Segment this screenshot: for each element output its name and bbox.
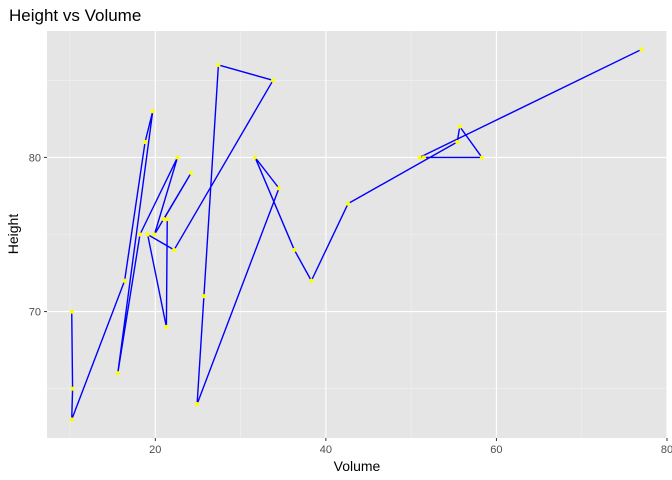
data-point	[175, 155, 180, 160]
data-point	[137, 232, 143, 237]
y-axis-ticks: 70 80	[29, 152, 47, 319]
data-point	[150, 109, 155, 114]
data-point	[164, 324, 169, 330]
data-point	[417, 155, 422, 160]
data-point	[165, 216, 170, 222]
major-gridlines	[47, 31, 668, 438]
data-point	[252, 155, 258, 160]
x-axis-ticks: 20 40 60 80	[149, 438, 672, 456]
data-point	[69, 309, 74, 314]
chart-title: Height vs Volume	[9, 6, 141, 25]
data-point	[161, 216, 166, 222]
y-tick-label: 70	[29, 307, 41, 319]
data-point	[145, 232, 150, 237]
data-point	[479, 155, 485, 160]
data-point	[70, 386, 75, 391]
y-tick-label: 80	[29, 152, 41, 164]
x-tick-label: 40	[320, 444, 332, 456]
data-point	[345, 201, 351, 206]
data-point	[152, 232, 157, 237]
data-points	[69, 47, 644, 422]
x-tick-label: 20	[149, 444, 161, 456]
data-point	[216, 62, 221, 68]
data-point	[201, 294, 207, 299]
x-tick-label: 60	[490, 444, 502, 456]
data-point	[292, 247, 297, 253]
data-point	[115, 371, 120, 376]
x-tick-label: 80	[661, 444, 672, 456]
data-point	[69, 417, 74, 422]
y-axis-title: Height	[5, 214, 21, 255]
data-point	[189, 170, 194, 175]
data-point	[455, 139, 460, 145]
data-point	[122, 278, 127, 283]
data-point	[421, 155, 427, 160]
data-point	[142, 139, 148, 145]
data-point	[457, 124, 462, 129]
minor-gridlines	[47, 31, 667, 438]
x-axis-title: Volume	[334, 458, 381, 474]
data-point	[270, 78, 276, 83]
data-point	[194, 401, 200, 407]
data-point	[639, 47, 644, 52]
data-point	[309, 278, 314, 283]
data-point	[171, 247, 177, 253]
data-point	[276, 186, 282, 191]
